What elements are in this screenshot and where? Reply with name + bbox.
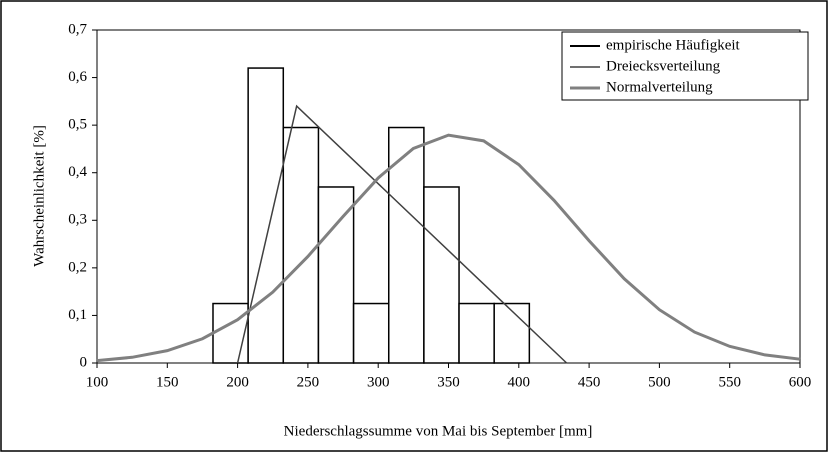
histogram-bar (493, 302, 531, 364)
x-tick-label: 250 (297, 374, 320, 390)
x-tick-label: 350 (437, 374, 460, 390)
legend-label: empirische Häufigkeit (606, 37, 741, 53)
legend-label: Normalverteilung (606, 79, 713, 95)
x-axis-label: Niederschlagssumme von Mai bis September… (284, 423, 593, 439)
series-line (96, 133, 801, 363)
x-tick-label: 200 (226, 374, 249, 390)
x-tick-label: 150 (156, 374, 179, 390)
x-tick-label: 300 (367, 374, 390, 390)
histogram-bar (387, 126, 425, 364)
histogram-bar (212, 302, 249, 364)
y-tick-label: 0 (80, 354, 88, 370)
x-tick-label: 400 (508, 374, 531, 390)
y-tick-label: 0,5 (68, 117, 87, 133)
y-tick-label: 0,3 (68, 212, 87, 228)
histogram-bar (317, 186, 355, 364)
x-tick-label: 550 (718, 374, 741, 390)
histogram-bar (282, 126, 320, 364)
y-axis-label: Wahrscheinlichkeit [%] (31, 125, 47, 267)
y-tick-label: 0,4 (68, 164, 87, 180)
x-tick-label: 450 (578, 374, 601, 390)
x-tick-label: 100 (86, 374, 109, 390)
series-line (236, 104, 568, 364)
y-tick-label: 0,6 (68, 69, 87, 85)
histogram-bar (352, 302, 390, 364)
y-tick-label: 0,2 (68, 259, 87, 275)
y-tick-label: 0,7 (68, 21, 87, 37)
histogram-bar (247, 67, 285, 364)
x-tick-label: 500 (648, 374, 671, 390)
histogram-bar (458, 302, 495, 364)
histogram-bar (423, 186, 460, 364)
legend-label: Dreiecksverteilung (606, 58, 721, 74)
x-tick-label: 600 (789, 374, 812, 390)
y-tick-label: 0,1 (68, 307, 87, 323)
legend-box (561, 31, 809, 101)
